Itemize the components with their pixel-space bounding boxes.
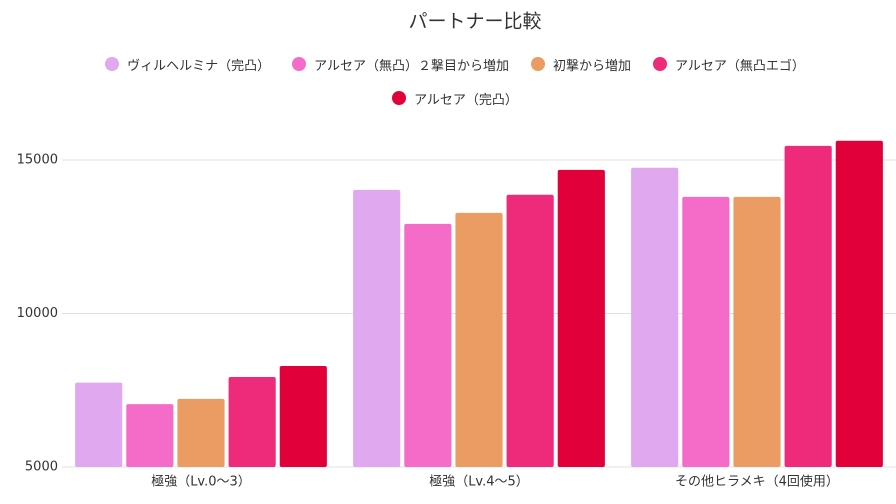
chart-title: パートナー比較 [408, 11, 541, 33]
x-tick-label: その他ヒラメキ（4回使用） [675, 474, 839, 490]
y-tick-label: 15000 [17, 153, 58, 168]
legend-label: アルセア（無凸エゴ） [675, 58, 805, 74]
legend-item: アルセア（完凸） [392, 88, 518, 108]
legend-swatch [105, 57, 120, 71]
bar [557, 169, 605, 467]
bar [631, 167, 679, 467]
bar [404, 223, 452, 467]
legend-label: ヴィルヘルミナ（完凸） [127, 58, 271, 74]
legend: ヴィルヘルミナ（完凸） アルセア（無凸）２撃目から増加 初撃から増加 アルセア（無凸エ… [60, 54, 850, 108]
bar [75, 382, 123, 467]
bar [835, 140, 883, 468]
x-tick-label: 極強（Lv.4〜5） [429, 474, 529, 490]
bar [784, 145, 832, 468]
bar [177, 398, 225, 467]
bar [733, 196, 781, 467]
legend-swatch [653, 57, 668, 71]
bar [682, 196, 730, 467]
bar [279, 366, 327, 467]
legend-label: アルセア（無凸）２撃目から増加 [314, 58, 509, 74]
legend-label: 初撃から増加 [553, 58, 632, 74]
legend-swatch [292, 57, 307, 71]
x-tick-label: 極強（Lv.0〜3） [151, 474, 251, 490]
bar [455, 212, 503, 467]
bar [353, 189, 401, 467]
legend-swatch [392, 91, 407, 105]
y-tick-label: 10000 [17, 306, 58, 321]
legend-label: アルセア（完凸） [414, 92, 518, 108]
y-tick-label: 5000 [25, 460, 58, 475]
bar [228, 377, 276, 467]
bar [126, 404, 174, 467]
legend-item: アルセア（無凸）２撃目から増加 [292, 54, 509, 74]
legend-item: アルセア（無凸エゴ） [653, 54, 805, 74]
bar [506, 194, 554, 468]
legend-swatch [531, 57, 545, 71]
legend-item: ヴィルヘルミナ（完凸） [105, 54, 270, 74]
legend-item: 初撃から増加 [531, 54, 631, 74]
